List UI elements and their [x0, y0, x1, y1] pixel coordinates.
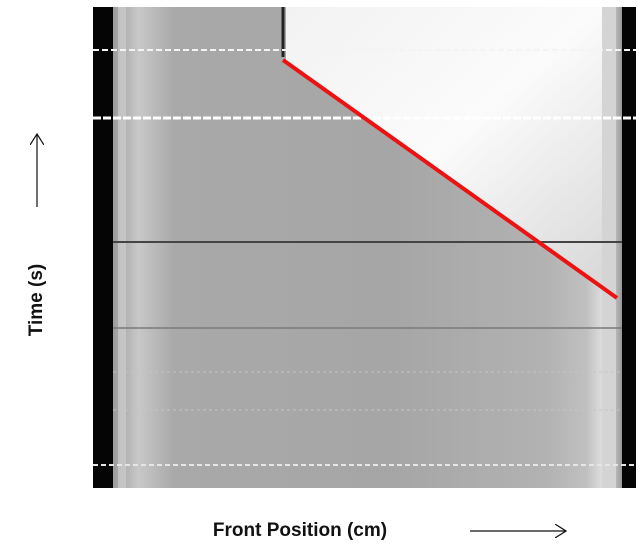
x-axis-label: Front Position (cm)	[213, 520, 387, 541]
bright-region	[286, 7, 602, 286]
y-axis-label: Time (s)	[26, 264, 47, 337]
front-fit-line	[281, 58, 619, 300]
right-band	[602, 7, 616, 488]
left-band	[118, 7, 126, 488]
kymograph-image	[93, 7, 636, 488]
